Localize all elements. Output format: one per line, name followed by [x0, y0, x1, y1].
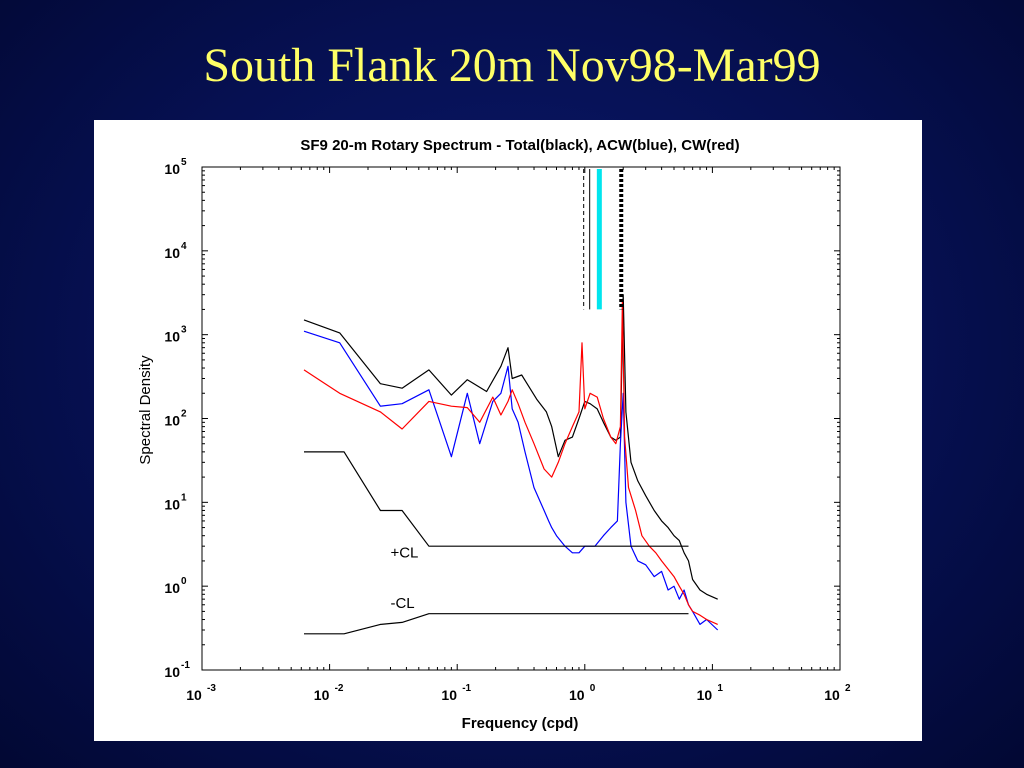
y-tick-label: 10: [164, 496, 180, 512]
y-axis-label: Spectral Density: [137, 355, 154, 465]
y-tick-exponent: 5: [181, 157, 187, 168]
x-tick-label: 10: [441, 687, 457, 703]
plot-area: 10 -3 10 -2 10 -1 10 0 10 1 10 210 -110 010 110 210 310 4…: [164, 157, 851, 703]
y-tick-exponent: 3: [181, 325, 187, 336]
chart-panel: SF9 20-m Rotary Spectrum - Total(black),…: [94, 120, 922, 741]
annotation-label-1: -CL: [390, 595, 414, 612]
x-tick-label: 10: [824, 687, 840, 703]
slide-title: South Flank 20m Nov98-Mar99: [203, 39, 821, 92]
y-tick-exponent: 2: [181, 409, 187, 420]
y-tick-label: 10: [164, 413, 180, 429]
y-tick-exponent: 4: [181, 241, 187, 252]
x-tick-exponent: 0: [590, 683, 596, 694]
y-tick-exponent: 0: [181, 576, 187, 587]
y-tick-exponent: 1: [181, 492, 187, 503]
annotation-label-0: +CL: [390, 544, 418, 561]
y-tick-label: 10: [164, 329, 180, 345]
chart-title: SF9 20-m Rotary Spectrum - Total(black),…: [300, 137, 739, 154]
x-tick-label: 10: [314, 687, 330, 703]
x-axis-label: Frequency (cpd): [462, 715, 579, 732]
series-line-4: [304, 613, 689, 635]
plot-frame: [201, 166, 841, 671]
x-tick-label: 10: [697, 687, 713, 703]
x-tick-label: 10: [186, 687, 202, 703]
series-line-2: [303, 300, 718, 625]
x-tick-exponent: 2: [845, 683, 851, 694]
series-line-1: [303, 330, 719, 631]
series-line-3: [304, 451, 689, 547]
x-tick-exponent: -2: [335, 683, 344, 694]
x-tick-exponent: 1: [717, 683, 723, 694]
y-tick-label: 10: [164, 245, 180, 261]
x-tick-exponent: -3: [207, 683, 216, 694]
y-tick-label: 10: [164, 664, 180, 680]
x-tick-label: 10: [569, 687, 585, 703]
rotary-spectrum-chart: SF9 20-m Rotary Spectrum - Total(black),…: [137, 137, 851, 732]
y-tick-exponent: -1: [181, 660, 190, 671]
y-tick-label: 10: [164, 161, 180, 177]
y-tick-label: 10: [164, 580, 180, 596]
x-tick-exponent: -1: [462, 683, 471, 694]
series-line-0: [303, 294, 718, 600]
